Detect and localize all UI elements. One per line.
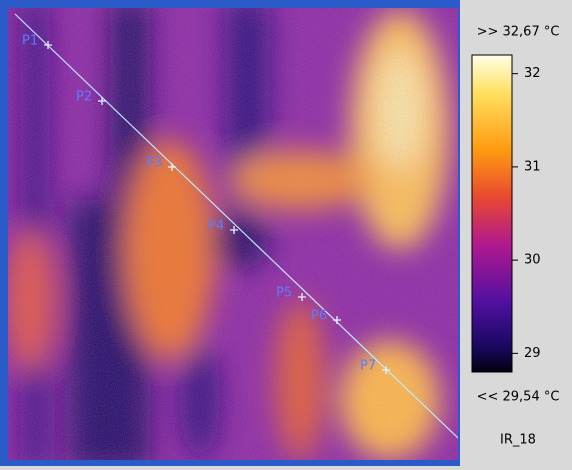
tick-label: 29 — [524, 346, 541, 361]
profile-line — [14, 13, 458, 439]
point-marker — [44, 41, 52, 49]
point-label: P7 — [360, 359, 376, 374]
image-name: IR_18 — [500, 433, 536, 448]
point-marker — [230, 226, 238, 234]
point-label: P5 — [276, 286, 292, 301]
min-label: << 29,54 °C — [477, 390, 560, 405]
tick-label: 32 — [524, 66, 541, 81]
point-marker — [298, 293, 306, 301]
point-marker — [168, 163, 176, 171]
max-label: >> 32,67 °C — [477, 25, 560, 40]
tick-label: 30 — [524, 253, 541, 268]
point-label: P3 — [146, 156, 162, 171]
point-marker — [98, 97, 106, 105]
point-marker — [382, 366, 390, 374]
point-label: P1 — [22, 34, 38, 49]
colorbar — [471, 54, 513, 373]
tick-label: 31 — [524, 159, 541, 174]
thermal-image — [8, 8, 458, 460]
point-marker — [333, 316, 341, 324]
point-label: P4 — [208, 219, 224, 234]
point-label: P2 — [76, 90, 92, 105]
point-label: P6 — [311, 309, 327, 324]
